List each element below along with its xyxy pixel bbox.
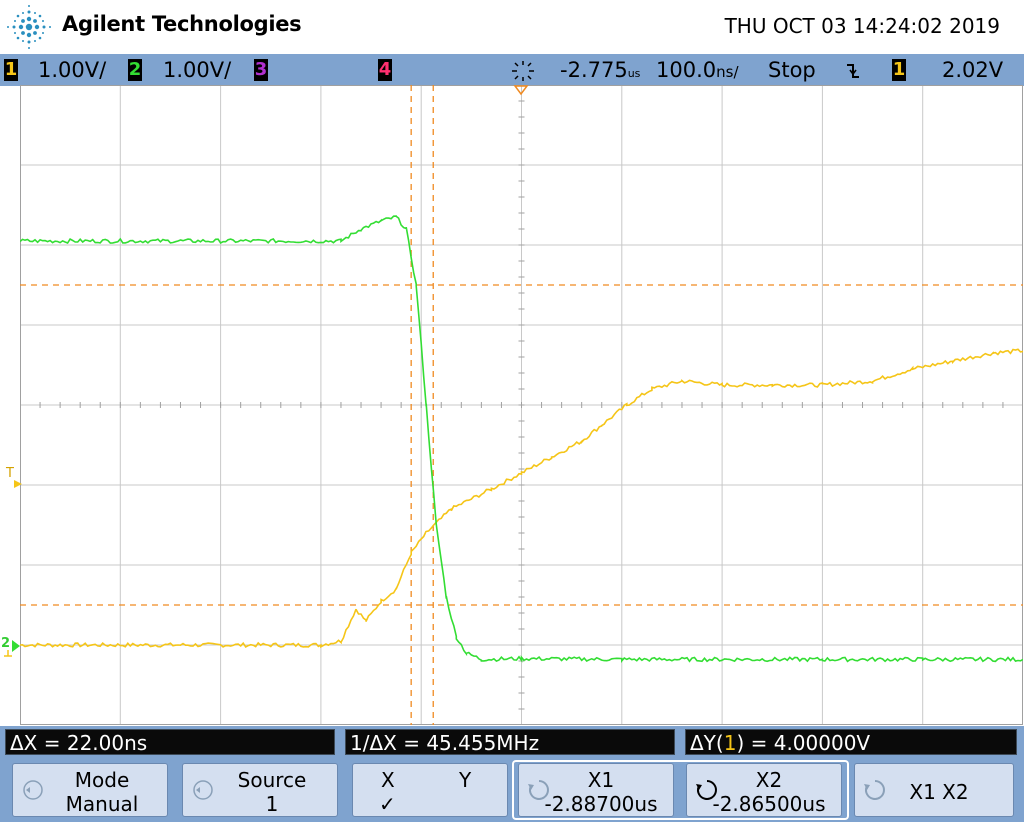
status-bar: 1 1.00V/ 2 1.00V/ 3 4 -2.775us 100.0ns/ … [0, 54, 1024, 86]
mode-value: Manual [65, 792, 139, 816]
x2-label: X2 [755, 768, 783, 792]
x1-x2-softkey[interactable]: X1 X2 [854, 763, 1014, 817]
trace-channel-1 [20, 348, 1023, 649]
x1-value: -2.88700us [544, 792, 658, 816]
cursor-knob-group [512, 760, 849, 820]
source-value: 1 [265, 792, 279, 816]
trace-channel-2 [20, 215, 1023, 664]
rotate-knob-icon [193, 780, 213, 800]
horizontal-delay-icon [512, 61, 534, 81]
x-label: X [381, 768, 395, 792]
mode-softkey[interactable]: Mode Manual [12, 763, 168, 817]
rotate-knob-icon [23, 780, 43, 800]
time-delay[interactable]: -2.775us [560, 58, 641, 82]
traces [20, 215, 1023, 664]
waveform-display[interactable] [20, 85, 1023, 725]
rotate-knob-icon [864, 780, 885, 800]
waveform-chart [20, 85, 1023, 725]
delta-y-readout: ΔY(1) = 4.00000V [685, 729, 1017, 755]
channel-4-indicator[interactable]: 4 [378, 59, 392, 81]
source-label: Source [237, 768, 307, 792]
trigger-level-marker: T [2, 466, 22, 490]
trigger-level[interactable]: 2.02V [942, 58, 1004, 82]
vertical-cursors [410, 85, 434, 725]
datetime: THU OCT 03 14:24:02 2019 [724, 14, 1000, 38]
rotate-knob-active-icon [696, 780, 717, 800]
channel-2-scale[interactable]: 1.00V/ [163, 58, 232, 82]
xy-softkey[interactable]: X Y ✓ [352, 763, 508, 817]
channel-2-indicator[interactable]: 2 [128, 59, 142, 81]
time-scale[interactable]: 100.0ns/ [656, 58, 739, 82]
run-state[interactable]: Stop [768, 58, 816, 82]
x2-softkey[interactable]: X2 -2.86500us [686, 763, 842, 817]
delta-x-readout: ΔX = 22.00ns [5, 729, 335, 755]
softkey-bar: Mode Manual Source 1 X Y ✓ X1 -2.88700us [0, 758, 1024, 822]
channel-2-ground-marker: 2 [0, 636, 20, 658]
x1-label: X1 [587, 768, 615, 792]
mode-label: Mode [74, 768, 130, 792]
brand-title: Agilent Technologies [62, 12, 302, 36]
x2-value: -2.86500us [712, 792, 826, 816]
horizontal-cursors [20, 284, 1023, 606]
falling-edge-icon[interactable] [845, 61, 861, 81]
channel-3-indicator[interactable]: 3 [254, 59, 268, 81]
channel-1-indicator[interactable]: 1 [4, 59, 18, 81]
x1-softkey[interactable]: X1 -2.88700us [518, 763, 674, 817]
y-label: Y [459, 768, 472, 792]
header-bar: Agilent Technologies THU OCT 03 14:24:02… [0, 0, 1024, 54]
source-softkey[interactable]: Source 1 [182, 763, 338, 817]
inverse-delta-x-readout: 1/ΔX = 45.455MHz [345, 729, 675, 755]
channel-1-scale[interactable]: 1.00V/ [38, 58, 107, 82]
time-reference-marker [513, 85, 529, 96]
rotate-knob-icon [528, 780, 549, 800]
trigger-source-indicator[interactable]: 1 [892, 59, 906, 81]
x-selected-check: ✓ [379, 792, 396, 816]
agilent-spark-icon [7, 5, 51, 49]
x1-x2-label: X1 X2 [909, 780, 969, 804]
cursor-readout-bar: ΔX = 22.00ns 1/ΔX = 45.455MHz ΔY(1) = 4.… [0, 726, 1024, 758]
